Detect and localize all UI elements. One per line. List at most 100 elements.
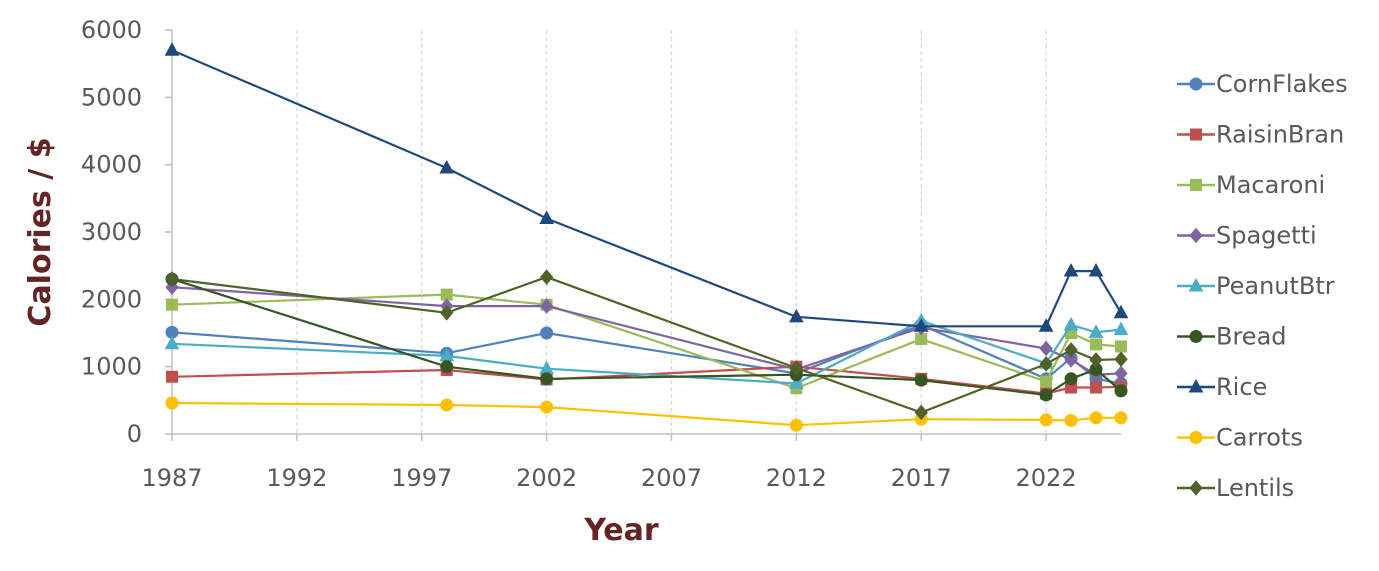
legend-item-peanutbtr: PeanutBtr xyxy=(1177,272,1335,300)
x-tick-label: 2017 xyxy=(891,464,952,492)
data-point-raisinbran xyxy=(1090,381,1103,394)
legend-swatch-marker xyxy=(1189,480,1203,496)
data-point-carrots xyxy=(789,418,803,432)
legend-item-cornflakes: CornFlakes xyxy=(1177,70,1348,98)
legend-item-macaroni: Macaroni xyxy=(1177,171,1325,199)
x-axis-title: Year xyxy=(583,513,659,548)
data-point-rice xyxy=(539,210,554,225)
data-point-macaroni xyxy=(1115,340,1127,353)
y-tick-label: 6000 xyxy=(81,16,142,44)
x-tick-label: 1992 xyxy=(266,464,327,492)
legend-label: Carrots xyxy=(1216,424,1303,452)
data-point-rice xyxy=(164,42,180,56)
legend-item-lentils: Lentils xyxy=(1177,474,1294,502)
data-point-rice xyxy=(789,308,804,323)
data-point-peanutbtr xyxy=(1113,321,1129,336)
data-point-macaroni xyxy=(1090,338,1103,351)
data-point-rice xyxy=(1038,318,1054,332)
data-point-peanutbtr xyxy=(1088,324,1104,338)
x-tick-label: 2007 xyxy=(641,464,702,492)
series-raisinbran xyxy=(166,360,1127,400)
data-point-peanutbtr xyxy=(164,335,180,350)
legend-swatch-marker xyxy=(1188,378,1204,393)
legend-label: PeanutBtr xyxy=(1216,272,1335,300)
data-point-cornflakes xyxy=(540,326,554,340)
data-point-bread xyxy=(1114,384,1128,398)
legend-label: Rice xyxy=(1216,373,1267,401)
x-tick-label: 2012 xyxy=(766,464,827,492)
legend-label: Bread xyxy=(1216,323,1287,351)
x-axis-ticks: 1987 1992 1997 2002 2007 2012 2017 2022 xyxy=(141,434,1077,492)
data-point-lentils xyxy=(440,305,454,321)
data-point-lentils xyxy=(1089,352,1103,368)
data-point-rice xyxy=(1063,263,1079,277)
legend-swatch-marker xyxy=(1190,128,1202,141)
y-tick-label: 3000 xyxy=(81,218,142,246)
data-point-peanutbtr xyxy=(1063,316,1079,331)
legend-swatch-marker xyxy=(1189,330,1203,343)
data-point-bread xyxy=(540,372,554,386)
legend-item-carrots: Carrots xyxy=(1177,424,1303,452)
series-group xyxy=(164,42,1129,432)
legend-swatch-marker xyxy=(1190,179,1202,191)
data-point-lentils xyxy=(1064,342,1078,358)
data-point-raisinbran xyxy=(166,370,178,383)
series-line-rice xyxy=(171,49,1122,328)
legend-label: Macaroni xyxy=(1216,171,1325,199)
data-point-carrots xyxy=(1089,411,1103,425)
data-point-rice xyxy=(439,159,455,174)
legend-swatch-marker xyxy=(1189,227,1203,244)
legend-label: Spagetti xyxy=(1216,222,1317,250)
data-point-carrots xyxy=(1039,413,1053,427)
data-point-bread xyxy=(914,373,928,387)
data-point-carrots xyxy=(165,396,179,410)
y-tick-label: 5000 xyxy=(81,83,142,111)
data-point-bread xyxy=(1039,388,1053,402)
data-point-lentils xyxy=(789,360,804,376)
x-tick-label: 2002 xyxy=(516,464,577,492)
data-point-rice xyxy=(1088,263,1104,277)
data-point-lentils xyxy=(1114,351,1128,368)
data-point-lentils xyxy=(1039,356,1053,372)
data-point-spagetti xyxy=(1064,352,1078,368)
data-point-carrots xyxy=(540,400,554,414)
data-point-spagetti xyxy=(539,298,554,314)
y-tick-label: 4000 xyxy=(81,151,142,179)
legend-item-raisinbran: RaisinBran xyxy=(1177,121,1344,149)
legend-item-bread: Bread xyxy=(1177,323,1287,351)
legend-swatch-marker xyxy=(1189,431,1203,444)
y-axis-ticks: 0 1000 2000 3000 4000 5000 6000 xyxy=(81,16,172,448)
data-point-lentils xyxy=(914,404,928,421)
series-lentils xyxy=(165,269,1128,421)
legend-swatch-marker xyxy=(1188,277,1204,292)
legend-item-spagetti: Spagetti xyxy=(1177,222,1317,250)
data-point-lentils xyxy=(165,271,179,287)
legend-label: CornFlakes xyxy=(1216,70,1348,98)
data-point-rice xyxy=(913,318,929,332)
series-rice xyxy=(164,42,1129,332)
legend: CornFlakes RaisinBran Macaroni Spagetti Pean… xyxy=(1177,70,1348,502)
series-cornflakes xyxy=(165,318,1128,390)
data-point-spagetti xyxy=(1114,365,1128,382)
legend-label: RaisinBran xyxy=(1216,121,1344,149)
legend-item-rice: Rice xyxy=(1177,373,1267,401)
series-line-lentils xyxy=(171,275,1122,414)
data-point-bread xyxy=(1064,372,1078,386)
data-point-lentils xyxy=(539,269,554,285)
legend-label: Lentils xyxy=(1216,474,1294,502)
y-tick-label: 1000 xyxy=(81,353,142,381)
x-tick-label: 1987 xyxy=(141,464,202,492)
series-carrots xyxy=(165,396,1128,432)
y-tick-label: 2000 xyxy=(81,285,142,313)
data-point-macaroni xyxy=(1040,375,1053,388)
data-point-spagetti xyxy=(1039,340,1053,357)
y-axis-title: Calories / $ xyxy=(23,137,58,326)
data-point-carrots xyxy=(1064,414,1078,428)
x-tick-label: 1997 xyxy=(391,464,452,492)
legend-swatch-marker xyxy=(1189,77,1203,91)
data-point-peanutbtr xyxy=(789,375,804,389)
data-point-macaroni xyxy=(166,298,178,311)
data-point-bread xyxy=(440,360,454,374)
y-tick-label: 0 xyxy=(127,420,142,448)
